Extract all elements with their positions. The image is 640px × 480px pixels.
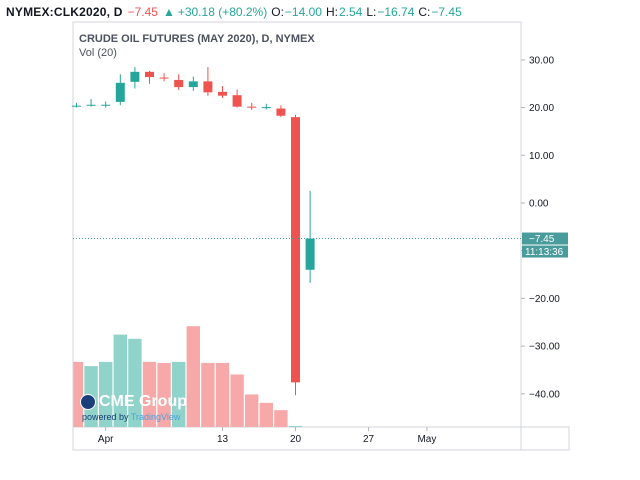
volume-bar	[99, 361, 113, 427]
candle-body	[261, 107, 271, 109]
cme-logo[interactable]: CME Group powered by TradingView	[80, 393, 187, 422]
price-tick-label: 10.00	[529, 151, 554, 162]
candle	[232, 89, 242, 108]
candle-body	[174, 79, 184, 88]
volume-bar	[201, 362, 215, 427]
last-price-badge	[522, 232, 568, 245]
candle	[276, 105, 286, 118]
candle-body	[291, 117, 300, 383]
candle	[130, 67, 140, 89]
chart-title: CRUDE OIL FUTURES (MAY 2020), D, NYMEX	[79, 33, 315, 45]
time-tick-label: May	[417, 434, 436, 445]
volume-bar	[230, 374, 244, 427]
change-value: +30.18 (+80.2%)	[177, 5, 268, 19]
logo-platform: TradingView	[130, 412, 181, 422]
countdown-badge-text: 11:13:36	[525, 247, 564, 258]
close-value: −7.45	[431, 5, 462, 19]
countdown-badge	[522, 245, 568, 258]
candle-body	[247, 106, 257, 108]
time-tick-label: 27	[363, 434, 375, 445]
price-tick-label: −30.00	[529, 342, 560, 353]
candle-body	[305, 238, 315, 270]
open-value: −14.00	[284, 5, 322, 19]
last-price-badge-text: −7.45	[529, 234, 555, 245]
candle	[115, 74, 125, 106]
candle-body	[218, 91, 227, 96]
candle	[159, 73, 169, 82]
candle	[72, 102, 81, 108]
volume-bar	[245, 394, 259, 427]
logo-brand: CME Group	[99, 393, 187, 410]
time-axis[interactable]	[72, 426, 570, 451]
time-tick-label: Apr	[98, 434, 114, 445]
low-label: L:	[366, 5, 377, 19]
candle-body	[232, 95, 242, 107]
time-tick-label: 20	[290, 434, 302, 445]
volume-bar	[73, 361, 84, 427]
high-label: H:	[325, 5, 338, 19]
last-price: −7.45	[127, 5, 158, 19]
volume-bar	[142, 361, 157, 427]
price-badges: −7.45 11:13:36	[522, 232, 568, 258]
price-tick-label: 20.00	[529, 103, 554, 114]
volume-bar	[172, 361, 186, 427]
price-tick-label: 30.00	[529, 55, 554, 66]
low-value: −16.74	[377, 5, 415, 19]
candle-body	[101, 104, 111, 106]
candle-body	[145, 71, 154, 78]
price-tick-label: −40.00	[529, 389, 560, 400]
price-tick-label: 0.00	[529, 199, 549, 210]
candle	[291, 114, 300, 396]
up-arrow-icon: ▲	[162, 5, 175, 19]
time-tick-label: 13	[217, 434, 229, 445]
candle-body	[276, 108, 286, 116]
candle-body	[188, 81, 198, 88]
time-axis-labels: Apr 13 20 27 May	[98, 427, 436, 445]
volume-bar	[186, 326, 200, 427]
candle-body	[203, 81, 213, 93]
volume-bar	[128, 338, 142, 427]
volume-bar	[215, 362, 230, 427]
price-axis[interactable]: 30.0020.0010.000.00−10.00−20.00−30.00−40…	[521, 55, 560, 400]
symbol-label[interactable]: NYMEX:CLK2020, D	[6, 5, 123, 19]
candle	[101, 101, 111, 108]
candle	[188, 76, 198, 91]
candle	[145, 70, 154, 84]
close-label: C:	[418, 5, 431, 19]
candle	[86, 99, 96, 107]
logo-powered: powered by	[82, 412, 129, 422]
candle-body	[86, 104, 96, 106]
volume-legend: Vol (20)	[79, 47, 117, 59]
candle-body	[72, 105, 81, 107]
candle-body	[130, 71, 140, 82]
candle-body	[159, 77, 169, 79]
candle-body	[115, 82, 125, 102]
candle	[218, 86, 227, 99]
candle	[203, 67, 213, 96]
volume-bars	[73, 326, 303, 427]
candle	[261, 103, 271, 110]
price-tick-label: −20.00	[529, 294, 560, 305]
chart-header: NYMEX:CLK2020, D −7.45 ▲ +30.18 (+80.2%)…	[6, 4, 462, 20]
candle	[174, 74, 184, 90]
volume-bar	[157, 362, 171, 427]
globe-icon	[80, 394, 96, 410]
volume-bar	[259, 402, 273, 427]
candle	[305, 190, 315, 283]
high-value: 2.54	[338, 5, 363, 19]
candles	[72, 67, 315, 396]
open-label: O:	[271, 5, 284, 19]
volume-bar	[288, 425, 303, 427]
volume-bar	[274, 410, 288, 427]
candle	[247, 102, 257, 110]
volume-bar	[113, 334, 127, 427]
